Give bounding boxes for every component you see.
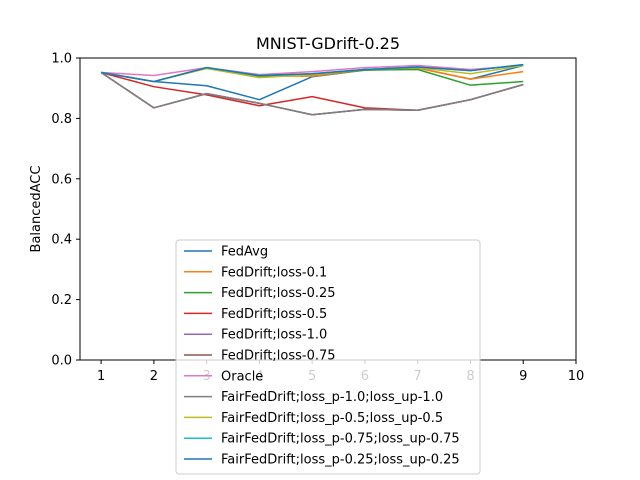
y-tick-label: 0.0 xyxy=(51,354,72,369)
legend-entry: FairFedDrift;loss_p-0.75;loss_up-0.75 xyxy=(221,432,460,447)
y-tick-label: 0.2 xyxy=(51,293,72,308)
legend-entry: FedDrift;loss-0.1 xyxy=(221,265,327,280)
series-line-7 xyxy=(101,64,524,77)
x-tick-label: 10 xyxy=(568,369,585,384)
chart-title: MNIST-GDrift-0.25 xyxy=(256,34,400,53)
series-line-11 xyxy=(100,63,524,83)
x-tick-label: 1 xyxy=(97,369,105,384)
legend-entry: FedAvg xyxy=(221,245,268,260)
legend-entry: FedDrift;loss-0.75 xyxy=(221,349,336,364)
y-tick-label: 0.8 xyxy=(51,112,72,127)
legend-entry: Oracle xyxy=(221,369,263,384)
y-tick-label: 0.6 xyxy=(51,172,72,187)
series-lines xyxy=(100,63,524,116)
legend-entry: FairFedDrift;loss_p-0.5;loss_up-0.5 xyxy=(221,411,443,426)
x-tick-label: 9 xyxy=(519,369,527,384)
legend-entry: FairFedDrift;loss_p-0.25;loss_up-0.25 xyxy=(221,453,460,468)
legend-entry: FedDrift;loss-1.0 xyxy=(221,328,327,343)
legend: FedAvg FedDrift;loss-0.1 FedDrift;loss-0.2… xyxy=(175,239,481,475)
legend-entry: FedDrift;loss-0.25 xyxy=(221,286,336,301)
y-tick-label: 1.0 xyxy=(51,52,72,67)
legend-entry: FairFedDrift;loss_p-1.0;loss_up-1.0 xyxy=(221,390,443,405)
legend-box xyxy=(175,239,481,475)
series-line-8 xyxy=(100,71,524,116)
y-tick-label: 0.4 xyxy=(51,233,72,248)
y-axis-label: BalancedACC xyxy=(29,166,44,253)
x-tick-label: 2 xyxy=(150,369,158,384)
legend-entry: FedDrift;loss-0.5 xyxy=(221,307,327,322)
